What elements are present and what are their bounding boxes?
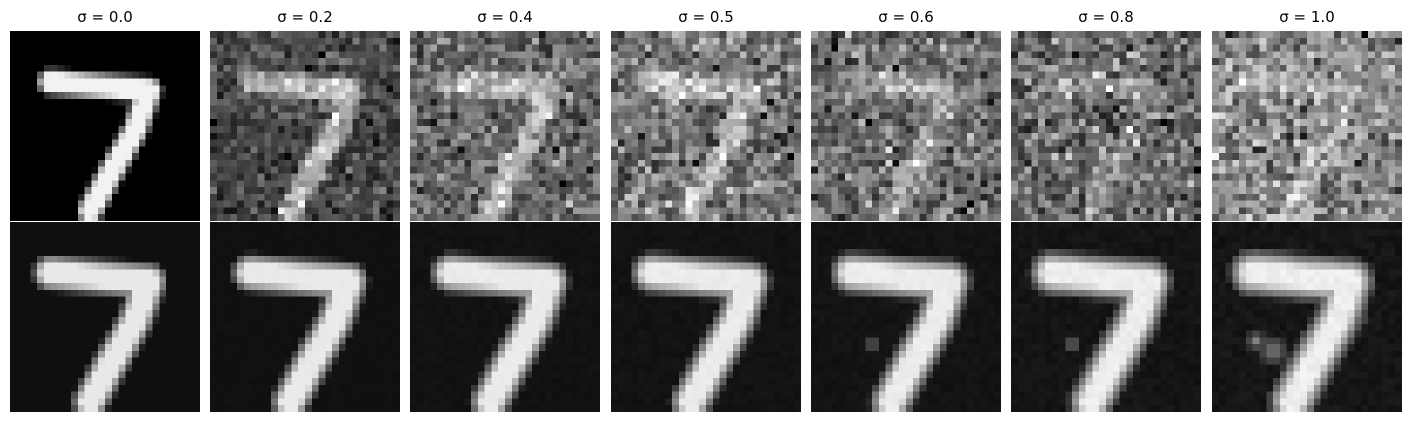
denoised-image-panel bbox=[1011, 222, 1201, 412]
column-title-4: σ = 0.6 bbox=[878, 8, 934, 26]
noisy-image bbox=[1011, 31, 1201, 221]
noisy-image-panel bbox=[410, 31, 600, 221]
denoised-image bbox=[410, 222, 600, 412]
noisy-image bbox=[10, 31, 200, 221]
denoised-image bbox=[10, 222, 200, 412]
column-title-3: σ = 0.5 bbox=[678, 8, 734, 26]
denoised-image bbox=[1212, 222, 1402, 412]
denoised-image-panel bbox=[410, 222, 600, 412]
noisy-image-panel bbox=[611, 31, 801, 221]
column-title-5: σ = 0.8 bbox=[1078, 8, 1134, 26]
denoised-image bbox=[811, 222, 1001, 412]
denoised-image-panel bbox=[1212, 222, 1402, 412]
noisy-image-panel bbox=[210, 31, 400, 221]
noisy-image bbox=[210, 31, 400, 221]
denoised-image bbox=[1011, 222, 1201, 412]
noisy-image-panel bbox=[1011, 31, 1201, 221]
column-title-1: σ = 0.2 bbox=[277, 8, 333, 26]
denoised-image-panel bbox=[10, 222, 200, 412]
denoised-image-panel bbox=[611, 222, 801, 412]
column-title-6: σ = 1.0 bbox=[1279, 8, 1335, 26]
denoised-image-panel bbox=[210, 222, 400, 412]
column-title-0: σ = 0.0 bbox=[77, 8, 133, 26]
column-title-2: σ = 0.4 bbox=[477, 8, 533, 26]
noisy-image bbox=[410, 31, 600, 221]
noisy-image-panel bbox=[1212, 31, 1402, 221]
noisy-image-panel bbox=[10, 31, 200, 221]
noisy-image bbox=[811, 31, 1001, 221]
denoised-image bbox=[210, 222, 400, 412]
noisy-image bbox=[611, 31, 801, 221]
noisy-image bbox=[1212, 31, 1402, 221]
noisy-image-panel bbox=[811, 31, 1001, 221]
denoised-image-panel bbox=[811, 222, 1001, 412]
denoised-image bbox=[611, 222, 801, 412]
